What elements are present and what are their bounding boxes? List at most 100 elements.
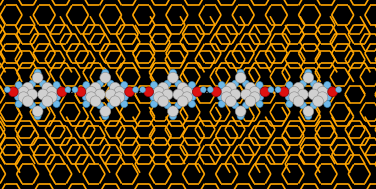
Circle shape — [45, 91, 52, 98]
Circle shape — [268, 87, 274, 93]
Circle shape — [102, 69, 109, 76]
Circle shape — [315, 91, 323, 98]
Circle shape — [18, 86, 29, 97]
Circle shape — [83, 101, 90, 108]
Circle shape — [221, 92, 232, 103]
Circle shape — [23, 96, 33, 107]
Circle shape — [8, 87, 18, 97]
Circle shape — [168, 106, 178, 117]
Circle shape — [82, 88, 89, 95]
Circle shape — [324, 81, 331, 88]
Circle shape — [235, 106, 246, 117]
Circle shape — [245, 82, 256, 93]
Circle shape — [248, 91, 255, 98]
Circle shape — [105, 89, 116, 100]
Circle shape — [243, 102, 250, 109]
Circle shape — [221, 86, 232, 97]
Circle shape — [150, 94, 157, 101]
Circle shape — [153, 92, 164, 103]
Circle shape — [189, 94, 196, 101]
Circle shape — [313, 96, 323, 107]
Circle shape — [175, 80, 182, 87]
Circle shape — [150, 101, 158, 108]
Circle shape — [245, 96, 256, 107]
Circle shape — [328, 87, 338, 97]
Circle shape — [158, 96, 168, 107]
Circle shape — [32, 72, 43, 83]
Circle shape — [159, 91, 166, 98]
Circle shape — [107, 102, 114, 109]
Circle shape — [94, 89, 105, 100]
Circle shape — [100, 72, 111, 83]
Circle shape — [286, 81, 293, 88]
Circle shape — [82, 94, 89, 101]
Circle shape — [313, 82, 323, 93]
Circle shape — [256, 101, 263, 108]
Circle shape — [286, 101, 293, 108]
Circle shape — [110, 96, 120, 107]
Circle shape — [164, 102, 171, 109]
Circle shape — [305, 69, 312, 76]
Circle shape — [153, 86, 164, 97]
Circle shape — [230, 89, 241, 100]
Circle shape — [324, 94, 331, 101]
Circle shape — [218, 81, 225, 88]
Circle shape — [100, 106, 111, 117]
Circle shape — [162, 89, 173, 100]
Circle shape — [91, 91, 98, 98]
Circle shape — [96, 102, 103, 109]
Circle shape — [317, 92, 328, 103]
Circle shape — [102, 113, 109, 120]
Circle shape — [76, 87, 86, 97]
Circle shape — [293, 82, 304, 93]
Circle shape — [243, 80, 250, 87]
Circle shape — [29, 80, 36, 87]
Circle shape — [39, 102, 47, 109]
Circle shape — [121, 101, 128, 108]
Circle shape — [144, 87, 153, 97]
Circle shape — [158, 82, 168, 93]
Circle shape — [53, 94, 61, 101]
Circle shape — [207, 87, 213, 93]
Circle shape — [65, 87, 71, 93]
Circle shape — [293, 96, 304, 107]
Circle shape — [177, 82, 188, 93]
Circle shape — [170, 69, 176, 76]
Circle shape — [218, 94, 225, 101]
Circle shape — [175, 102, 182, 109]
Circle shape — [218, 101, 225, 108]
Circle shape — [57, 87, 67, 97]
Circle shape — [226, 91, 233, 98]
Circle shape — [90, 82, 101, 93]
Circle shape — [164, 80, 171, 87]
Circle shape — [150, 81, 158, 88]
Circle shape — [34, 113, 41, 120]
Circle shape — [308, 89, 319, 100]
Circle shape — [211, 87, 221, 97]
Circle shape — [218, 88, 225, 95]
Circle shape — [46, 86, 57, 97]
Circle shape — [4, 87, 10, 93]
Circle shape — [241, 89, 252, 100]
Circle shape — [256, 88, 264, 95]
Circle shape — [18, 92, 29, 103]
Circle shape — [232, 102, 239, 109]
Circle shape — [305, 113, 312, 120]
Circle shape — [53, 81, 60, 88]
Circle shape — [90, 96, 101, 107]
Circle shape — [275, 87, 281, 93]
Circle shape — [125, 87, 135, 97]
Circle shape — [294, 91, 301, 98]
Circle shape — [107, 80, 114, 87]
Circle shape — [121, 81, 128, 88]
Circle shape — [139, 87, 146, 93]
Circle shape — [289, 86, 300, 97]
Circle shape — [168, 72, 178, 83]
Circle shape — [324, 101, 331, 108]
Circle shape — [180, 91, 187, 98]
Circle shape — [232, 80, 239, 87]
Circle shape — [121, 88, 128, 95]
Circle shape — [15, 81, 22, 88]
Circle shape — [173, 89, 184, 100]
Circle shape — [189, 88, 196, 95]
